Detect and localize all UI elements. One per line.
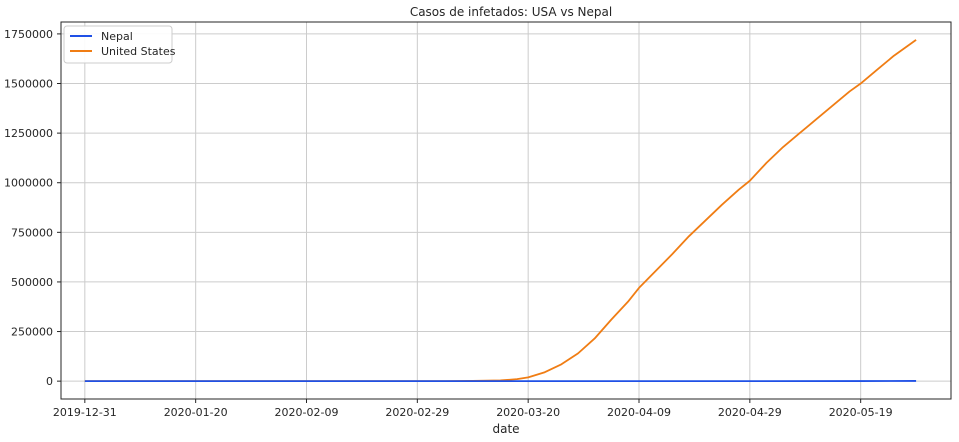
legend-label-united-states: United States	[101, 45, 176, 58]
chart-title: Casos de infetados: USA vs Nepal	[410, 5, 612, 19]
legend-label-nepal: Nepal	[101, 30, 133, 43]
series-lines	[84, 39, 917, 383]
grid-lines	[61, 22, 951, 399]
x-tick-label: 2020-03-20	[496, 406, 560, 419]
y-tick-label: 1000000	[4, 177, 53, 190]
y-tick-label: 0	[46, 375, 53, 388]
x-axis-ticks: 2019-12-31 2020-01-20 2020-02-09 2020-02-29…	[53, 399, 893, 419]
x-tick-label: 2020-01-20	[164, 406, 228, 419]
x-tick-label: 2020-04-29	[718, 406, 782, 419]
y-tick-label: 1750000	[4, 28, 53, 41]
y-tick-label: 250000	[11, 326, 53, 339]
y-axis-ticks: 0 250000 500000 750000 1000000 1250000 1500000…	[4, 28, 61, 388]
x-tick-label: 2020-04-09	[607, 406, 671, 419]
y-tick-label: 1500000	[4, 78, 53, 91]
x-tick-label: 2019-12-31	[53, 406, 117, 419]
legend: Nepal United States	[63, 25, 176, 64]
x-tick-label: 2020-02-09	[275, 406, 339, 419]
series-line-united-states	[84, 39, 917, 383]
plot-frame	[60, 21, 952, 400]
x-tick-label: 2020-02-29	[385, 406, 449, 419]
x-tick-label: 2020-05-19	[829, 406, 893, 419]
y-tick-label: 1250000	[4, 127, 53, 140]
x-axis-title: date	[492, 422, 519, 436]
y-tick-label: 500000	[11, 276, 53, 289]
y-tick-label: 750000	[11, 226, 53, 239]
